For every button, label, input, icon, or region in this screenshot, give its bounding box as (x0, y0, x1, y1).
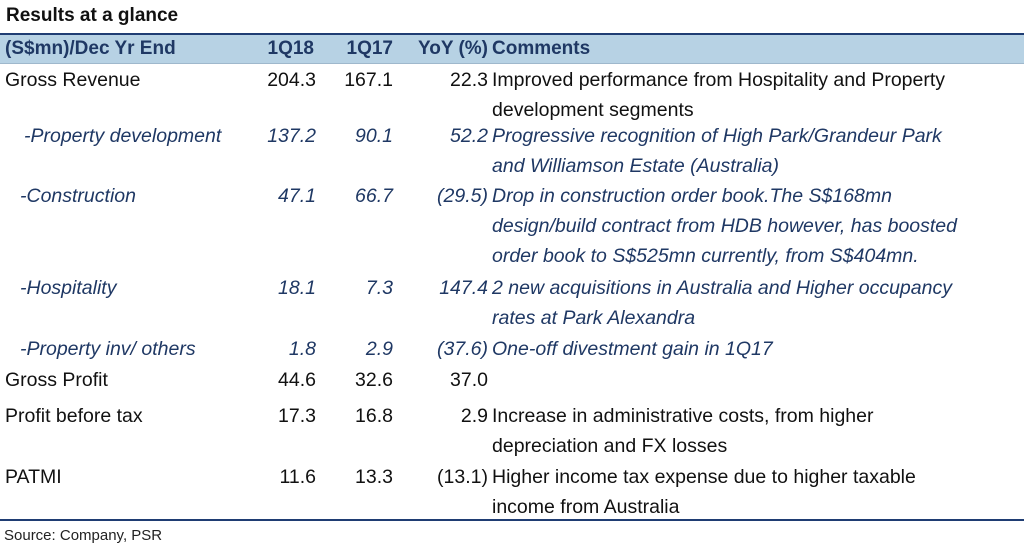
row-comment: Improved performance from Hospitality an… (492, 65, 1017, 125)
header-1q17: 1Q17 (346, 38, 393, 59)
header-label: (S$mn)/Dec Yr End (5, 38, 176, 59)
comment-line: order book to S$525mn currently, from S$… (492, 245, 919, 267)
row-label: Gross Revenue (5, 69, 141, 91)
value-1q17: 90.1 (355, 125, 393, 147)
comment-line: 2 new acquisitions in Australia and High… (492, 277, 952, 299)
comment-line: Drop in construction order book.The S$16… (492, 185, 892, 207)
table-bottom-rule (0, 519, 1024, 521)
value-1q17: 66.7 (355, 185, 393, 207)
row-comment: Higher income tax expense due to higher … (492, 462, 1017, 522)
row-comment: Increase in administrative costs, from h… (492, 401, 1017, 461)
header-1q18: 1Q18 (267, 38, 314, 59)
value-1q18: 17.3 (278, 405, 316, 427)
value-1q17: 13.3 (355, 466, 393, 488)
row-label: PATMI (5, 466, 62, 488)
row-label: -Property development (24, 125, 222, 147)
row-label: -Property inv/ others (20, 338, 196, 360)
value-1q18: 1.8 (288, 338, 316, 360)
value-1q17: 2.9 (365, 338, 393, 360)
value-1q17: 16.8 (355, 405, 393, 427)
row-comment: 2 new acquisitions in Australia and High… (492, 273, 1017, 333)
comment-line: Improved performance from Hospitality an… (492, 69, 946, 91)
header-comments: Comments (492, 38, 591, 59)
comment-line: One-off divestment gain in 1Q17 (492, 338, 773, 360)
value-1q18: 204.3 (267, 69, 316, 91)
row-comment: Progressive recognition of High Park/Gra… (492, 121, 1017, 181)
value-1q18: 47.1 (278, 185, 316, 207)
value-yoy: 147.4 (439, 277, 488, 299)
comment-line: and Williamson Estate (Australia) (492, 155, 780, 177)
value-yoy: 22.3 (450, 69, 488, 91)
source-note: Source: Company, PSR (4, 527, 163, 544)
value-yoy: (37.6) (437, 338, 488, 360)
table-title: Results at a glance (6, 5, 179, 26)
value-1q18: 137.2 (267, 125, 316, 147)
value-1q17: 167.1 (344, 69, 393, 91)
row-label: -Construction (20, 185, 136, 207)
value-1q18: 18.1 (278, 277, 316, 299)
comment-line: Increase in administrative costs, from h… (492, 405, 874, 427)
value-1q17: 7.3 (365, 277, 393, 299)
value-yoy: (29.5) (437, 185, 488, 207)
table-header: (S$mn)/Dec Yr End 1Q18 1Q17 YoY (%) Comm… (0, 33, 1024, 64)
value-1q18: 44.6 (278, 369, 316, 391)
row-label: Profit before tax (5, 405, 143, 427)
value-1q18: 11.6 (279, 466, 316, 488)
value-yoy: 52.2 (450, 125, 488, 147)
row-comment: Drop in construction order book.The S$16… (492, 181, 1017, 271)
comment-line: income from Australia (492, 496, 680, 518)
value-yoy: 2.9 (460, 405, 488, 427)
value-yoy: (13.1) (437, 466, 488, 488)
header-yoy: YoY (%) (417, 38, 488, 59)
comment-line: design/build contract from HDB however, … (492, 215, 958, 237)
comment-line: Higher income tax expense due to higher … (492, 466, 916, 488)
comment-line: depreciation and FX losses (492, 435, 728, 457)
comment-line: Progressive recognition of High Park/Gra… (492, 125, 942, 147)
row-label: -Hospitality (20, 277, 117, 299)
comment-line: development segments (492, 99, 694, 121)
value-1q17: 32.6 (355, 369, 393, 391)
value-yoy: 37.0 (450, 369, 488, 391)
row-comment: One-off divestment gain in 1Q17 (492, 334, 1017, 364)
row-label: Gross Profit (5, 369, 108, 391)
comment-line: rates at Park Alexandra (492, 307, 696, 329)
